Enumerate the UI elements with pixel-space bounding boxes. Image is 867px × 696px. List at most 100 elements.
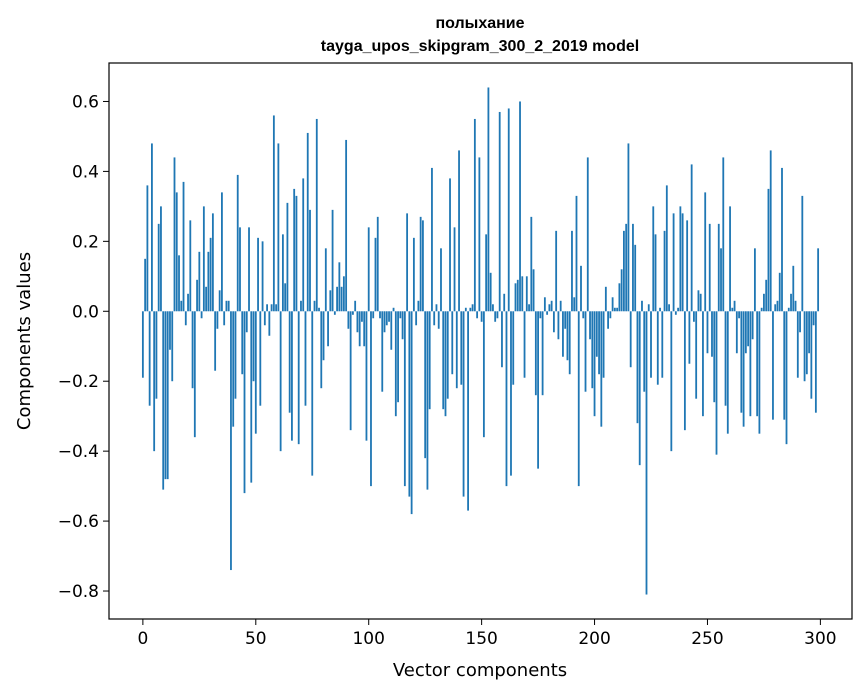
bar-178 — [543, 297, 546, 312]
bar-8 — [160, 206, 162, 312]
bar-3 — [148, 311, 151, 406]
bar-165 — [514, 283, 517, 312]
bar-21 — [189, 220, 192, 312]
bar-16 — [178, 255, 180, 312]
bar-135 — [446, 311, 449, 399]
bar-23 — [193, 311, 196, 438]
bar-179 — [546, 311, 549, 315]
bar-164 — [512, 311, 515, 385]
bar-287 — [790, 293, 792, 312]
bar-239 — [681, 213, 684, 312]
bar-66 — [291, 311, 293, 441]
bar-272 — [756, 311, 759, 417]
bar-96 — [358, 311, 361, 347]
bar-90 — [345, 139, 348, 312]
bar-144 — [467, 311, 469, 511]
bar-283 — [781, 167, 783, 312]
bar-141 — [460, 311, 463, 385]
bar-257 — [722, 157, 725, 312]
bar-137 — [451, 311, 454, 375]
bar-216 — [629, 311, 632, 368]
bar-113 — [397, 311, 399, 403]
bar-266 — [742, 311, 745, 427]
bar-226 — [652, 206, 655, 312]
bar-173 — [532, 269, 535, 312]
bar-105 — [379, 311, 381, 319]
bar-45 — [243, 311, 246, 494]
bar-240 — [683, 311, 686, 431]
bar-264 — [738, 311, 740, 319]
bar-72 — [304, 311, 307, 406]
x-axis-label: Vector components — [393, 660, 567, 681]
bar-154 — [489, 272, 492, 312]
bar-70 — [300, 300, 302, 312]
bar-143 — [464, 307, 467, 312]
bar-161 — [505, 311, 508, 487]
bar-127 — [428, 311, 431, 410]
bar-76 — [313, 300, 316, 312]
bar-80 — [322, 311, 325, 361]
bar-244 — [693, 311, 695, 322]
bar-242 — [688, 311, 691, 364]
bar-182 — [552, 311, 555, 333]
bar-94 — [354, 300, 357, 312]
bar-4 — [151, 143, 153, 312]
bar-88 — [340, 286, 343, 312]
bar-185 — [559, 300, 562, 312]
bar-44 — [241, 311, 244, 375]
bar-97 — [361, 311, 363, 322]
bar-259 — [726, 311, 729, 434]
bar-152 — [485, 234, 488, 312]
bar-155 — [492, 304, 494, 312]
bar-71 — [302, 178, 305, 312]
bar-281 — [776, 300, 779, 312]
bar-133 — [442, 311, 445, 410]
bar-236 — [674, 311, 677, 315]
bar-186 — [562, 311, 564, 357]
bar-250 — [706, 311, 709, 354]
bar-35 — [221, 192, 223, 312]
bar-75 — [311, 311, 314, 476]
bar-176 — [539, 311, 542, 319]
bar-43 — [239, 227, 241, 312]
bar-255 — [717, 223, 720, 312]
bar-109 — [388, 311, 390, 322]
chart-title: полыхание — [435, 15, 524, 32]
bar-128 — [431, 167, 433, 312]
bar-231 — [663, 230, 666, 312]
bar-56 — [268, 311, 271, 336]
y-tick-label: −0.2 — [58, 372, 99, 392]
bar-104 — [376, 216, 379, 312]
bar-69 — [297, 311, 300, 445]
bar-98 — [363, 311, 366, 347]
bar-7 — [157, 223, 160, 312]
bar-85 — [333, 311, 336, 315]
bar-249 — [704, 192, 707, 312]
bar-290 — [796, 311, 799, 378]
bar-175 — [537, 311, 539, 469]
bar-55 — [266, 304, 268, 312]
bar-268 — [747, 311, 750, 347]
bar-116 — [403, 311, 406, 487]
bar-114 — [399, 311, 402, 319]
bar-282 — [778, 272, 781, 312]
bar-136 — [449, 178, 451, 312]
bar-270 — [751, 311, 754, 340]
y-tick-label: 0.2 — [72, 232, 99, 252]
bar-117 — [406, 213, 409, 312]
bar-11 — [166, 311, 169, 480]
bar-59 — [275, 304, 278, 312]
bar-131 — [437, 311, 440, 329]
bar-146 — [471, 304, 474, 312]
bar-233 — [668, 304, 670, 312]
bar-284 — [783, 311, 786, 420]
bar-106 — [381, 311, 384, 392]
bar-138 — [453, 227, 456, 312]
bar-232 — [665, 185, 668, 312]
bar-224 — [647, 304, 650, 312]
bar-274 — [760, 307, 763, 312]
bar-223 — [645, 311, 648, 595]
bar-156 — [494, 311, 497, 322]
bar-119 — [410, 311, 413, 515]
bar-262 — [733, 300, 736, 312]
